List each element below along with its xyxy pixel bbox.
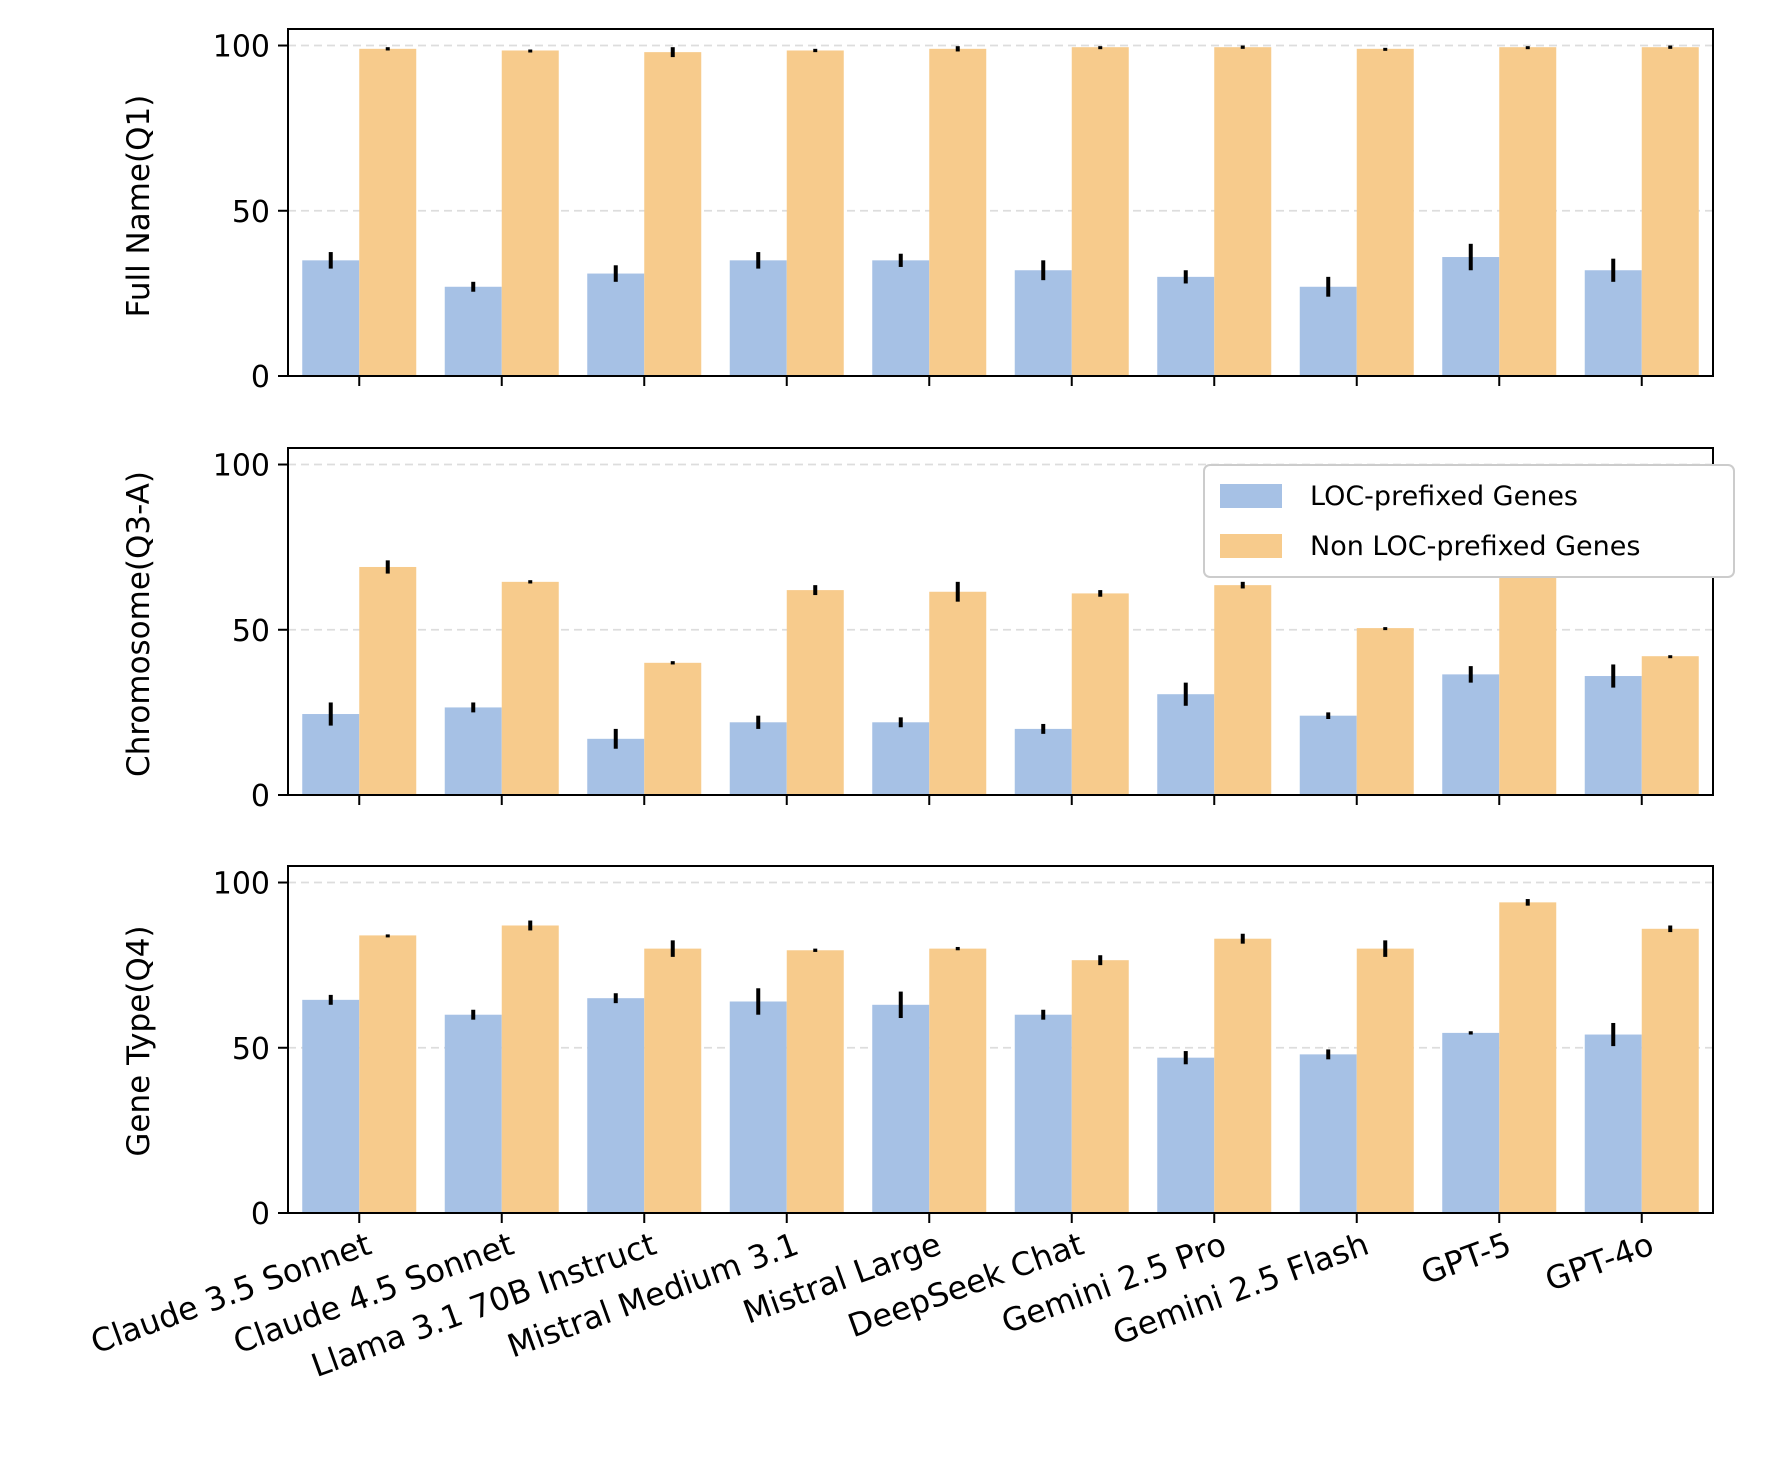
panel-ylabel: Gene Type(Q4) (121, 925, 157, 1156)
bar-loc (729, 1001, 787, 1213)
bar-loc (1584, 676, 1642, 795)
legend-swatch-non-loc (1220, 534, 1282, 558)
bar-loc (872, 260, 930, 376)
bar-non-loc (501, 581, 559, 795)
bar-non-loc (501, 50, 559, 376)
y-tick-label: 50 (232, 195, 270, 230)
axes-frame (287, 865, 1714, 1214)
legend-label-loc: LOC-prefixed Genes (1310, 481, 1578, 512)
bar-loc (872, 1004, 930, 1213)
bar-loc (1157, 276, 1215, 376)
bar-loc (1584, 1034, 1642, 1213)
axes-frame (287, 447, 1714, 796)
bar-loc (1014, 270, 1072, 376)
bar-non-loc (1641, 47, 1699, 377)
bar-loc (1584, 270, 1642, 376)
y-tick-label: 100 (213, 30, 270, 65)
bar-loc (302, 714, 360, 795)
bar-non-loc (644, 52, 702, 377)
bar-loc (1299, 715, 1357, 795)
bar-non-loc (1214, 47, 1272, 377)
bar-non-loc (644, 662, 702, 795)
y-tick-label: 50 (232, 1032, 270, 1067)
bar-loc (444, 1014, 502, 1213)
bar-non-loc (1641, 656, 1699, 795)
bar-loc (1157, 1057, 1215, 1213)
legend-label-non-loc: Non LOC-prefixed Genes (1310, 531, 1640, 562)
legend: LOC-prefixed Genes Non LOC-prefixed Gene… (1203, 464, 1735, 578)
panel-ylabel: Full Name(Q1) (121, 95, 157, 318)
panel-gene-type: Gene Type(Q4) 0 50 100 (121, 865, 1714, 1232)
bar-non-loc (359, 935, 417, 1213)
panel-ylabel: Chromosome(Q3-A) (121, 471, 157, 777)
bar-loc (587, 998, 645, 1213)
y-tick-label: 0 (251, 779, 270, 814)
bar-non-loc (786, 950, 844, 1213)
bar-non-loc (1071, 47, 1129, 377)
bar-non-loc (1071, 960, 1129, 1213)
bar-non-loc (1356, 948, 1414, 1213)
bar-loc (1157, 694, 1215, 795)
bar-loc (444, 707, 502, 795)
bar-loc (1442, 674, 1500, 795)
bar-non-loc (1499, 566, 1557, 795)
bar-non-loc (786, 50, 844, 376)
bar-non-loc (786, 590, 844, 795)
bar-non-loc (1641, 928, 1699, 1213)
bar-loc (729, 260, 787, 376)
bar-non-loc (501, 925, 559, 1213)
bar-loc (444, 286, 502, 376)
bar-loc (1014, 728, 1072, 795)
y-tick-label: 100 (213, 449, 270, 484)
panel-chromosome: Chromosome(Q3-A) 0 50 100 (121, 447, 1714, 814)
bar-loc (1442, 257, 1500, 376)
bar-loc (729, 722, 787, 795)
panel-full-name: Full Name(Q1) 0 50 100 (121, 28, 1714, 395)
legend-frame (1203, 464, 1735, 578)
bar-non-loc (644, 948, 702, 1213)
axes-frame (287, 28, 1714, 377)
bar-non-loc (929, 948, 987, 1213)
bar-loc (1299, 286, 1357, 376)
y-tick-label: 50 (232, 614, 270, 649)
bar-non-loc (1071, 593, 1129, 795)
bar-loc (1442, 1032, 1500, 1213)
bar-non-loc (359, 48, 417, 376)
bar-loc (1299, 1054, 1357, 1213)
bar-non-loc (1214, 938, 1272, 1213)
bar-non-loc (929, 48, 987, 376)
bar-loc (1014, 1014, 1072, 1213)
bar-non-loc (1356, 628, 1414, 795)
y-tick-label: 100 (213, 867, 270, 902)
bar-non-loc (929, 591, 987, 795)
bar-non-loc (1499, 902, 1557, 1213)
bar-loc (302, 260, 360, 376)
bar-loc (302, 999, 360, 1213)
bar-non-loc (1214, 585, 1272, 795)
y-tick-label: 0 (251, 360, 270, 395)
bar-loc (587, 273, 645, 376)
bar-loc (872, 722, 930, 795)
bar-non-loc (359, 566, 417, 795)
legend-swatch-loc (1220, 484, 1282, 508)
bar-non-loc (1499, 47, 1557, 377)
bar-non-loc (1356, 48, 1414, 376)
y-tick-label: 0 (251, 1197, 270, 1232)
